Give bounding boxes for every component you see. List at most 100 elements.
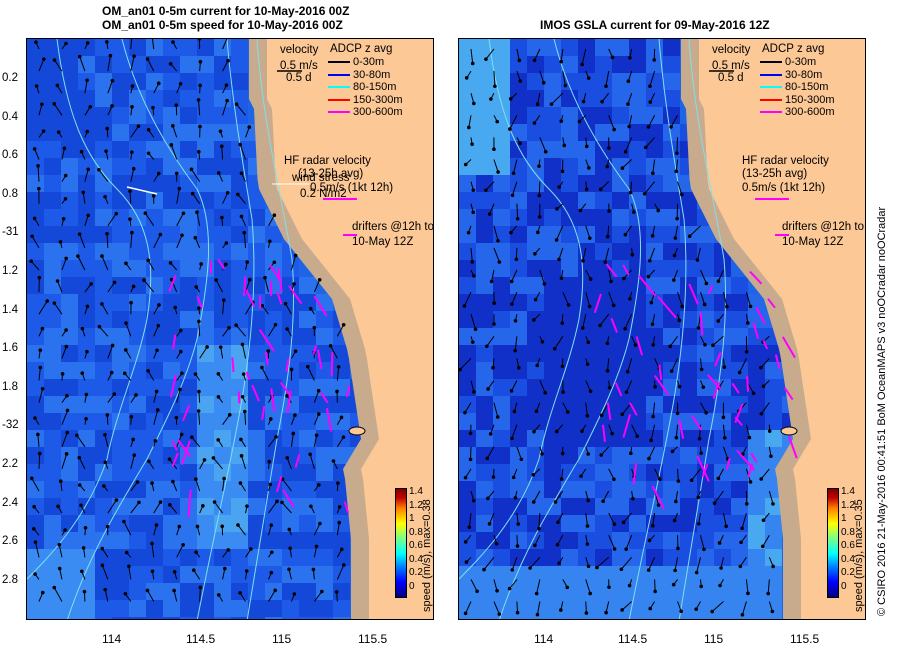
speed-cell — [214, 39, 231, 56]
current-arrow-head — [266, 349, 271, 353]
current-arrow-head — [674, 435, 679, 440]
speed-cell — [163, 107, 180, 124]
current-arrow-head — [216, 372, 221, 376]
current-arrow-head — [696, 521, 701, 526]
hf-radar-arrow — [286, 390, 292, 414]
speed-cell — [697, 379, 714, 396]
speed-cell — [544, 90, 561, 107]
speed-cell — [663, 243, 680, 260]
colorbar-tick: 0.8 — [409, 526, 423, 538]
speed-cell — [527, 226, 544, 243]
current-arrow-head — [495, 415, 500, 419]
current-arrow-head — [463, 410, 467, 415]
speed-cell — [197, 328, 214, 345]
current-arrow — [77, 255, 86, 271]
current-arrow-head — [134, 393, 138, 397]
current-arrow-head — [761, 384, 766, 389]
speed-cell — [493, 90, 510, 107]
speed-cell — [61, 107, 78, 124]
speed-cell — [612, 260, 629, 277]
speed-cell — [112, 243, 129, 260]
speed-cell — [299, 311, 316, 328]
speed-cell — [459, 192, 476, 209]
speed-cell — [316, 362, 333, 379]
speed-cell — [214, 294, 231, 311]
velocity-scale2: 0.5 d — [286, 72, 312, 84]
current-arrow — [511, 269, 518, 282]
current-arrow-head — [677, 318, 682, 323]
speed-cell — [748, 430, 765, 447]
speed-cell — [112, 396, 129, 413]
speed-cell — [214, 73, 231, 90]
current-arrow-head — [771, 502, 775, 506]
speed-cell — [629, 345, 646, 362]
current-arrow-head — [603, 260, 608, 264]
current-arrow-head — [557, 561, 561, 566]
current-arrow-head — [627, 583, 632, 588]
current-arrow-head — [197, 389, 201, 394]
speed-cell — [163, 73, 180, 90]
speed-cell — [663, 600, 680, 617]
speed-cell — [493, 481, 510, 498]
speed-cell — [663, 413, 680, 430]
hf-radar-arrow — [320, 392, 329, 404]
hf-radar-arrow — [294, 454, 301, 468]
speed-cell — [265, 362, 282, 379]
current-arrow-head — [620, 166, 625, 170]
current-arrow — [625, 137, 633, 152]
speed-cell — [561, 413, 578, 430]
speed-cell — [78, 294, 95, 311]
speed-cell — [112, 345, 129, 362]
current-arrow-head — [219, 144, 224, 149]
current-arrow — [31, 236, 40, 249]
speed-cell — [646, 56, 663, 73]
hf-radar-arrow — [264, 351, 269, 366]
current-arrow-head — [585, 414, 590, 418]
speed-cell — [95, 413, 112, 430]
speed-cell — [333, 362, 350, 379]
speed-cell — [146, 464, 163, 481]
speed-cell — [510, 532, 527, 549]
speed-cell — [493, 226, 510, 243]
current-arrow-head — [336, 481, 340, 485]
current-arrow-head — [131, 166, 136, 171]
speed-cell — [197, 413, 214, 430]
current-arrow — [536, 579, 541, 594]
speed-cell — [146, 617, 163, 619]
current-arrow-head — [224, 83, 229, 87]
x-tick-label: 115.5 — [358, 632, 388, 646]
current-arrow — [237, 194, 246, 205]
speed-cell — [231, 532, 248, 549]
speed-cell — [112, 430, 129, 447]
adcp-legend-swatch — [760, 98, 782, 101]
speed-cell — [680, 328, 697, 345]
current-arrow-head — [268, 417, 273, 421]
speed-cell — [333, 396, 350, 413]
current-arrow-head — [172, 569, 177, 574]
speed-cell — [197, 209, 214, 226]
current-arrow-head — [269, 550, 274, 555]
current-arrow-head — [58, 240, 63, 244]
current-arrow — [290, 255, 297, 271]
current-arrow-head — [52, 102, 57, 106]
current-arrow-head — [718, 583, 722, 588]
hf-radar-arrow — [245, 371, 251, 381]
speed-cell — [493, 498, 510, 515]
speed-cell — [510, 481, 527, 498]
speed-cell — [765, 515, 782, 532]
current-arrow-head — [580, 326, 585, 330]
speed-cell — [231, 192, 248, 209]
current-arrow-head — [318, 521, 322, 526]
current-arrow — [214, 501, 224, 514]
speed-cell — [612, 243, 629, 260]
speed-cell — [612, 124, 629, 141]
current-arrow-head — [669, 369, 674, 373]
speed-cell — [561, 464, 578, 481]
speed-cell — [561, 90, 578, 107]
hf-line1-right: HF radar velocity — [742, 155, 829, 167]
speed-cell — [248, 549, 265, 566]
current-arrow-head — [130, 84, 135, 88]
speed-cell — [544, 73, 561, 90]
speed-cell — [214, 328, 231, 345]
current-arrow-head — [759, 365, 763, 370]
